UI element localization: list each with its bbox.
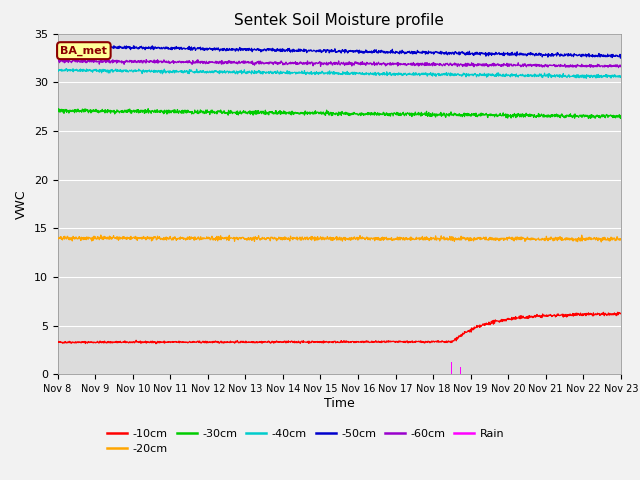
Title: Sentek Soil Moisture profile: Sentek Soil Moisture profile xyxy=(234,13,444,28)
Y-axis label: VWC: VWC xyxy=(15,189,28,219)
Bar xyxy=(451,362,452,374)
Bar xyxy=(451,366,452,374)
X-axis label: Time: Time xyxy=(324,397,355,410)
Bar xyxy=(460,367,461,374)
Text: BA_met: BA_met xyxy=(60,46,108,56)
Legend: -10cm, -20cm, -30cm, -40cm, -50cm, -60cm, Rain: -10cm, -20cm, -30cm, -40cm, -50cm, -60cm… xyxy=(102,424,509,459)
